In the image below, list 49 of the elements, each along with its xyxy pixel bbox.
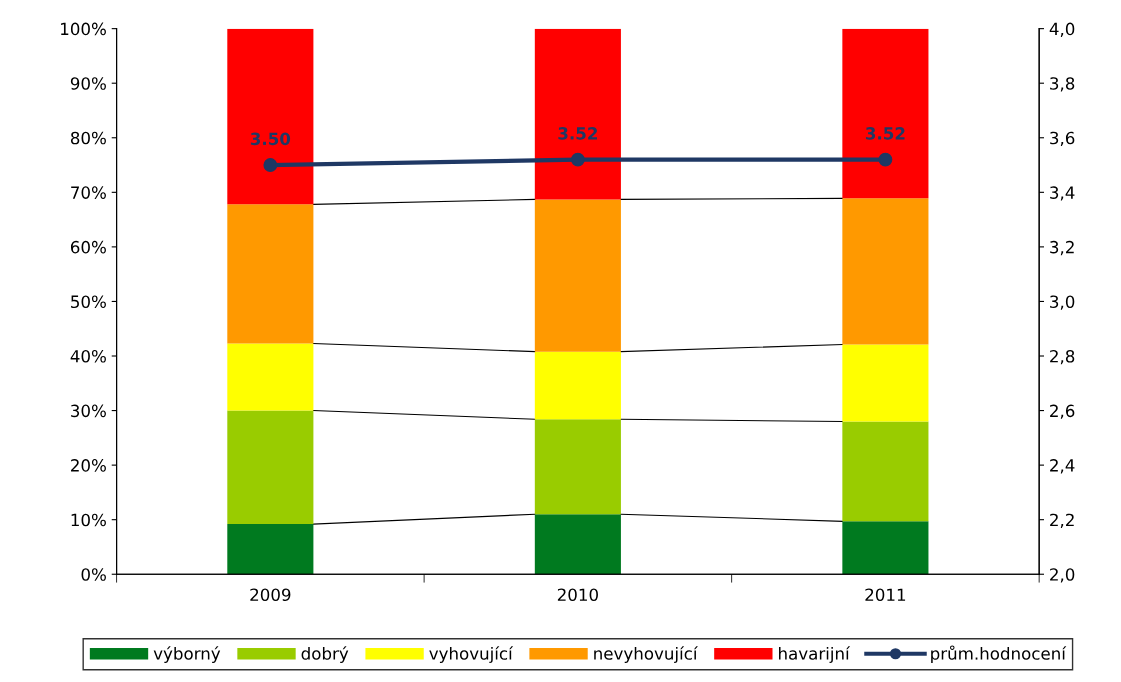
x-tick-label: 2009 [250, 588, 291, 602]
bar [842, 28, 929, 199]
y-tick-label: 80% [70, 131, 106, 145]
bar [842, 421, 929, 522]
legend-label: prům.hodnocení [931, 645, 1067, 664]
bar [534, 28, 621, 200]
y2-tick-label: 3,6 [1050, 131, 1075, 147]
y2-tick-label: 2,0 [1050, 568, 1075, 583]
legend-label: dobrý [301, 646, 349, 664]
x-tick-label: 2010 [557, 588, 598, 602]
bar [227, 524, 314, 575]
y-tick-label: 30% [71, 404, 106, 418]
y-tick-label: 20% [71, 459, 106, 472]
y-tick-label: 40% [70, 349, 106, 363]
y2-tick-label: 2,4 [1050, 459, 1075, 474]
bar [534, 199, 621, 352]
bar [227, 204, 314, 344]
y2-tick-label: 3,0 [1050, 295, 1075, 310]
y2-tick-label: 3,2 [1050, 240, 1074, 256]
legend-label: výborný [153, 646, 221, 664]
y-tick-label: 50% [71, 295, 106, 309]
data-label: 3.50 [250, 132, 291, 146]
y-tick-label: 0% [81, 568, 106, 581]
y2-tick-label: 2,8 [1050, 349, 1075, 365]
legend-label: nevyhovující [594, 646, 698, 664]
bar [227, 28, 314, 205]
bar [842, 521, 929, 575]
bar [227, 343, 314, 411]
bar [842, 198, 929, 345]
y-tick-label: 60% [70, 240, 106, 254]
bar [534, 419, 621, 515]
y2-tick-label: 2,6 [1050, 404, 1075, 419]
data-label: 3.52 [865, 127, 905, 140]
legend-label: havarijní [779, 646, 851, 664]
y-tick-label: 70% [71, 186, 106, 199]
y-tick-label: 100% [61, 22, 106, 36]
y2-tick-label: 3,4 [1050, 186, 1075, 201]
legend-label: vyhovující [429, 646, 514, 664]
y2-tick-label: 3,8 [1050, 77, 1075, 92]
bar [534, 514, 621, 575]
data-label: 3.52 [558, 127, 597, 140]
bar [842, 344, 929, 422]
y-tick-label: 10% [71, 513, 106, 527]
y2-tick-label: 2,2 [1050, 513, 1074, 528]
bar [227, 410, 314, 525]
y2-tick-label: 4,0 [1049, 22, 1075, 37]
y-tick-label: 90% [70, 77, 106, 90]
x-tick-label: 2011 [865, 588, 906, 602]
bar [534, 351, 621, 420]
